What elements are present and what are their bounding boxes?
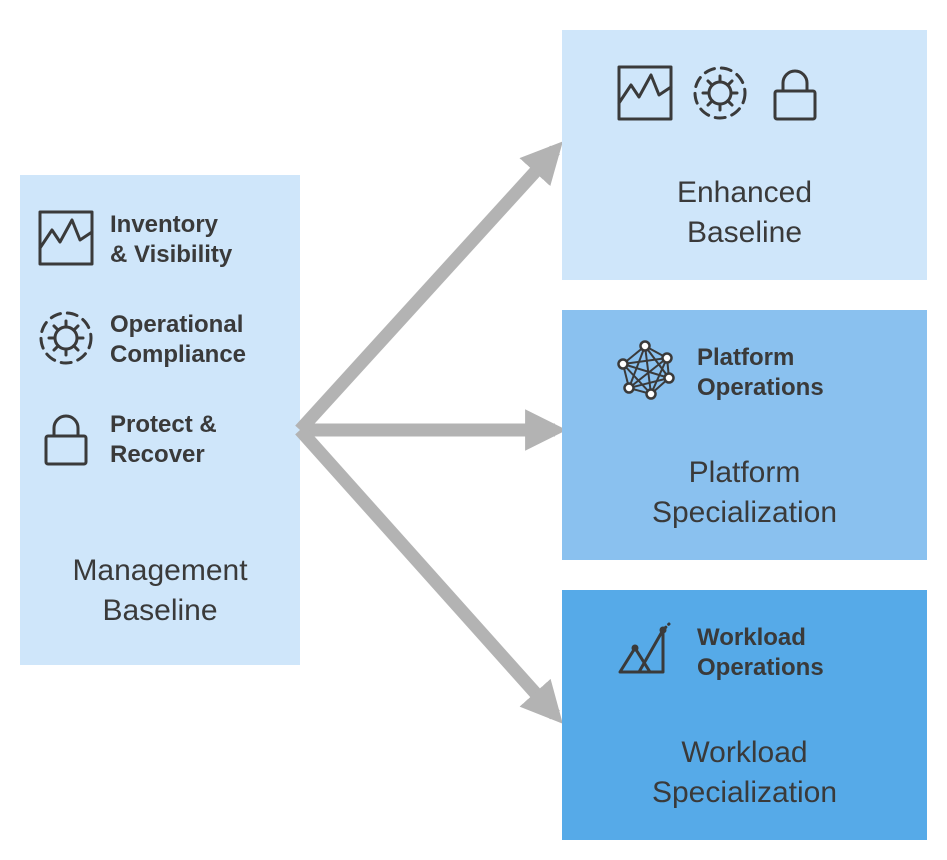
right-item-label: Platform (697, 344, 794, 371)
left-item-label: Operational (110, 311, 243, 338)
right-item-label: Operations (697, 654, 824, 681)
right-item-label: Workload (697, 624, 806, 651)
left-item-label: Protect & (110, 411, 217, 438)
left-box-title: Management (72, 554, 248, 587)
platform-box: Platform Operations Platform Specialization (562, 310, 927, 560)
workload-box: Workload Operations Workload Specialization (562, 590, 927, 840)
arrow (300, 150, 555, 430)
right-box-title: Specialization (652, 496, 837, 529)
management-baseline-box: Inventory & Visibility Operational Complian… (20, 175, 300, 665)
left-item-label: Compliance (110, 341, 246, 368)
left-item-label: & Visibility (110, 241, 233, 268)
enhanced-box: Enhanced Baseline (562, 30, 927, 280)
right-box-title: Specialization (652, 776, 837, 809)
left-item-label: Inventory (110, 211, 219, 238)
right-box-title: Platform (689, 456, 801, 489)
left-box-title: Baseline (102, 594, 217, 627)
right-box-title: Enhanced (677, 176, 812, 209)
right-box-title: Baseline (687, 216, 802, 249)
arrow (300, 430, 555, 715)
right-box-title: Workload (681, 736, 807, 769)
right-item-label: Operations (697, 374, 824, 401)
left-item-label: Recover (110, 441, 205, 468)
